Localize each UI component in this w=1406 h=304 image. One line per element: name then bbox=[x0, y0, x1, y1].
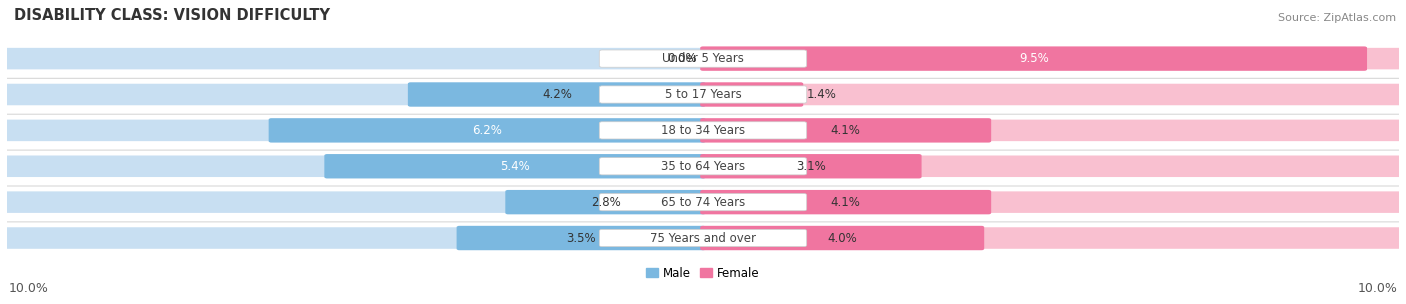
FancyBboxPatch shape bbox=[408, 82, 706, 107]
Text: 10.0%: 10.0% bbox=[8, 282, 48, 295]
Legend: Male, Female: Male, Female bbox=[641, 262, 765, 285]
Text: 0.0%: 0.0% bbox=[668, 52, 697, 65]
FancyBboxPatch shape bbox=[700, 190, 991, 214]
FancyBboxPatch shape bbox=[599, 158, 807, 175]
Text: 4.2%: 4.2% bbox=[541, 88, 572, 101]
FancyBboxPatch shape bbox=[7, 227, 703, 249]
FancyBboxPatch shape bbox=[3, 75, 1403, 114]
FancyBboxPatch shape bbox=[3, 147, 1403, 186]
FancyBboxPatch shape bbox=[703, 155, 1399, 177]
FancyBboxPatch shape bbox=[599, 86, 807, 103]
Text: DISABILITY CLASS: VISION DIFFICULTY: DISABILITY CLASS: VISION DIFFICULTY bbox=[14, 9, 330, 23]
FancyBboxPatch shape bbox=[325, 154, 706, 178]
FancyBboxPatch shape bbox=[269, 118, 706, 143]
Text: 18 to 34 Years: 18 to 34 Years bbox=[661, 124, 745, 137]
FancyBboxPatch shape bbox=[3, 111, 1403, 150]
Text: 65 to 74 Years: 65 to 74 Years bbox=[661, 196, 745, 209]
FancyBboxPatch shape bbox=[599, 50, 807, 67]
Text: 3.5%: 3.5% bbox=[567, 232, 596, 244]
Text: 6.2%: 6.2% bbox=[472, 124, 502, 137]
FancyBboxPatch shape bbox=[700, 118, 991, 143]
FancyBboxPatch shape bbox=[700, 82, 803, 107]
Text: 5.4%: 5.4% bbox=[501, 160, 530, 173]
FancyBboxPatch shape bbox=[703, 119, 1399, 141]
FancyBboxPatch shape bbox=[3, 182, 1403, 222]
Text: Source: ZipAtlas.com: Source: ZipAtlas.com bbox=[1278, 13, 1396, 23]
FancyBboxPatch shape bbox=[599, 230, 807, 247]
Text: 4.1%: 4.1% bbox=[831, 124, 860, 137]
FancyBboxPatch shape bbox=[457, 226, 706, 250]
FancyBboxPatch shape bbox=[700, 226, 984, 250]
FancyBboxPatch shape bbox=[700, 154, 921, 178]
FancyBboxPatch shape bbox=[703, 84, 1399, 105]
FancyBboxPatch shape bbox=[7, 84, 703, 105]
Text: 75 Years and over: 75 Years and over bbox=[650, 232, 756, 244]
FancyBboxPatch shape bbox=[3, 39, 1403, 78]
Text: 1.4%: 1.4% bbox=[807, 88, 837, 101]
Text: 2.8%: 2.8% bbox=[591, 196, 620, 209]
Text: 4.0%: 4.0% bbox=[827, 232, 858, 244]
FancyBboxPatch shape bbox=[7, 119, 703, 141]
Text: Under 5 Years: Under 5 Years bbox=[662, 52, 744, 65]
Text: 10.0%: 10.0% bbox=[1358, 282, 1398, 295]
Text: 3.1%: 3.1% bbox=[796, 160, 825, 173]
FancyBboxPatch shape bbox=[599, 194, 807, 211]
FancyBboxPatch shape bbox=[3, 218, 1403, 258]
Text: 4.1%: 4.1% bbox=[831, 196, 860, 209]
FancyBboxPatch shape bbox=[703, 48, 1399, 69]
FancyBboxPatch shape bbox=[703, 192, 1399, 213]
FancyBboxPatch shape bbox=[599, 122, 807, 139]
FancyBboxPatch shape bbox=[505, 190, 706, 214]
FancyBboxPatch shape bbox=[7, 48, 703, 69]
FancyBboxPatch shape bbox=[700, 47, 1367, 71]
Text: 5 to 17 Years: 5 to 17 Years bbox=[665, 88, 741, 101]
FancyBboxPatch shape bbox=[7, 192, 703, 213]
Text: 9.5%: 9.5% bbox=[1019, 52, 1049, 65]
FancyBboxPatch shape bbox=[7, 155, 703, 177]
FancyBboxPatch shape bbox=[703, 227, 1399, 249]
Text: 35 to 64 Years: 35 to 64 Years bbox=[661, 160, 745, 173]
